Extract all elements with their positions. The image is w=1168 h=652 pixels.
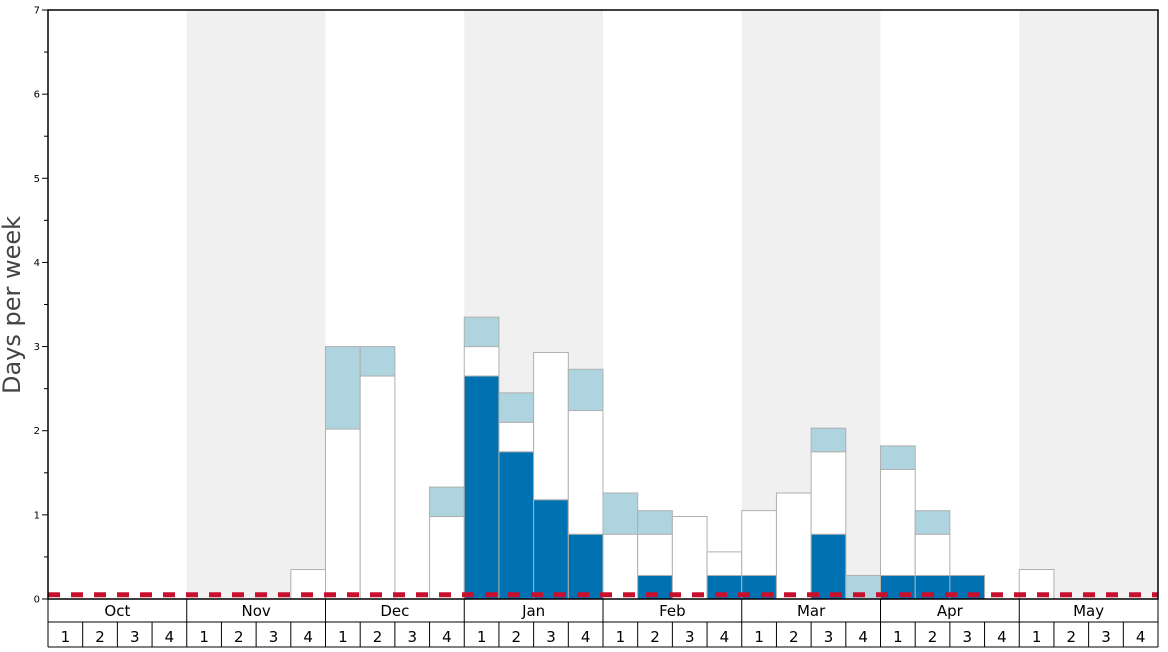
y-tick-label: 3 xyxy=(34,342,40,353)
week-label: 2 xyxy=(234,628,244,646)
y-tick-label: 0 xyxy=(34,595,40,606)
bar-segment-dark xyxy=(498,451,535,600)
week-label: 2 xyxy=(1067,628,1077,646)
bar-segment-white xyxy=(880,468,916,576)
bar-segment-light xyxy=(325,346,361,430)
bar-segment-light xyxy=(602,492,639,535)
bar-segment-white xyxy=(325,428,361,600)
week-label: 4 xyxy=(1136,628,1146,646)
y-tick-label: 7 xyxy=(34,6,40,17)
bar-segment-white xyxy=(359,375,396,600)
week-label: 1 xyxy=(477,628,487,646)
bar-segment-dark xyxy=(463,375,500,600)
week-label: 4 xyxy=(858,628,868,646)
week-label: 3 xyxy=(546,628,556,646)
bar-segment-light xyxy=(567,368,604,412)
week-label: 1 xyxy=(893,628,903,646)
month-band xyxy=(1019,10,1158,599)
week-label: 1 xyxy=(199,628,209,646)
week-label: 1 xyxy=(616,628,626,646)
y-axis-label: Days per week xyxy=(0,216,26,394)
bar-segment-light xyxy=(429,486,465,518)
week-label: 3 xyxy=(824,628,834,646)
month-label: Apr xyxy=(937,602,964,620)
week-label: 1 xyxy=(1032,628,1042,646)
week-label: 1 xyxy=(61,628,71,646)
week-label: 4 xyxy=(442,628,452,646)
bar-segment-white xyxy=(775,492,812,600)
bar-segment-light xyxy=(463,316,500,348)
y-tick-label: 2 xyxy=(34,426,40,437)
bar-segment-white xyxy=(498,421,535,453)
month-label: Nov xyxy=(241,602,270,620)
bar-segment-white xyxy=(741,510,777,576)
week-label: 3 xyxy=(407,628,417,646)
week-label: 3 xyxy=(269,628,279,646)
month-label: Feb xyxy=(659,602,686,620)
week-label: 3 xyxy=(1101,628,1111,646)
week-label: 2 xyxy=(95,628,105,646)
month-label: Jan xyxy=(521,602,545,620)
week-label: 4 xyxy=(303,628,313,646)
bar-segment-light xyxy=(498,392,535,423)
week-label: 4 xyxy=(581,628,591,646)
week-label: 2 xyxy=(650,628,660,646)
bar-segment-white xyxy=(533,351,569,501)
week-label: 1 xyxy=(754,628,764,646)
week-label: 2 xyxy=(789,628,799,646)
week-label: 1 xyxy=(338,628,348,646)
bar-segment-light xyxy=(810,427,847,453)
y-tick-label: 6 xyxy=(34,90,40,101)
bar-segment-white xyxy=(567,410,604,535)
week-label: 3 xyxy=(962,628,972,646)
bar-segment-white xyxy=(706,551,743,576)
week-label: 2 xyxy=(373,628,383,646)
bar-segment-white xyxy=(914,533,951,576)
bar-segment-light xyxy=(637,510,673,535)
bar-segment-light xyxy=(359,346,396,377)
week-label: 2 xyxy=(928,628,938,646)
bar-segment-dark xyxy=(810,533,847,600)
month-label: Mar xyxy=(797,602,826,620)
month-label: May xyxy=(1073,602,1104,620)
bar-segment-white xyxy=(429,516,465,600)
y-tick-label: 1 xyxy=(34,510,40,521)
bar-segment-white xyxy=(671,516,708,600)
bar-segment-white xyxy=(602,533,639,600)
week-label: 4 xyxy=(720,628,730,646)
bar-segment-light xyxy=(914,510,951,535)
y-tick-label: 5 xyxy=(34,174,40,185)
bar-segment-light xyxy=(880,445,916,470)
month-band xyxy=(186,10,326,599)
bar-segment-dark xyxy=(533,499,569,600)
month-label: Dec xyxy=(380,602,409,620)
week-label: 3 xyxy=(685,628,695,646)
week-label: 3 xyxy=(130,628,140,646)
month-label: Oct xyxy=(104,602,130,620)
week-label: 4 xyxy=(165,628,175,646)
bar-segment-white xyxy=(810,451,847,535)
week-label: 4 xyxy=(997,628,1007,646)
bar-segment-dark xyxy=(567,533,604,600)
week-label: 2 xyxy=(512,628,522,646)
bar-segment-white xyxy=(463,346,500,377)
y-tick-label: 4 xyxy=(34,258,40,269)
bar-segment-white xyxy=(637,533,673,576)
